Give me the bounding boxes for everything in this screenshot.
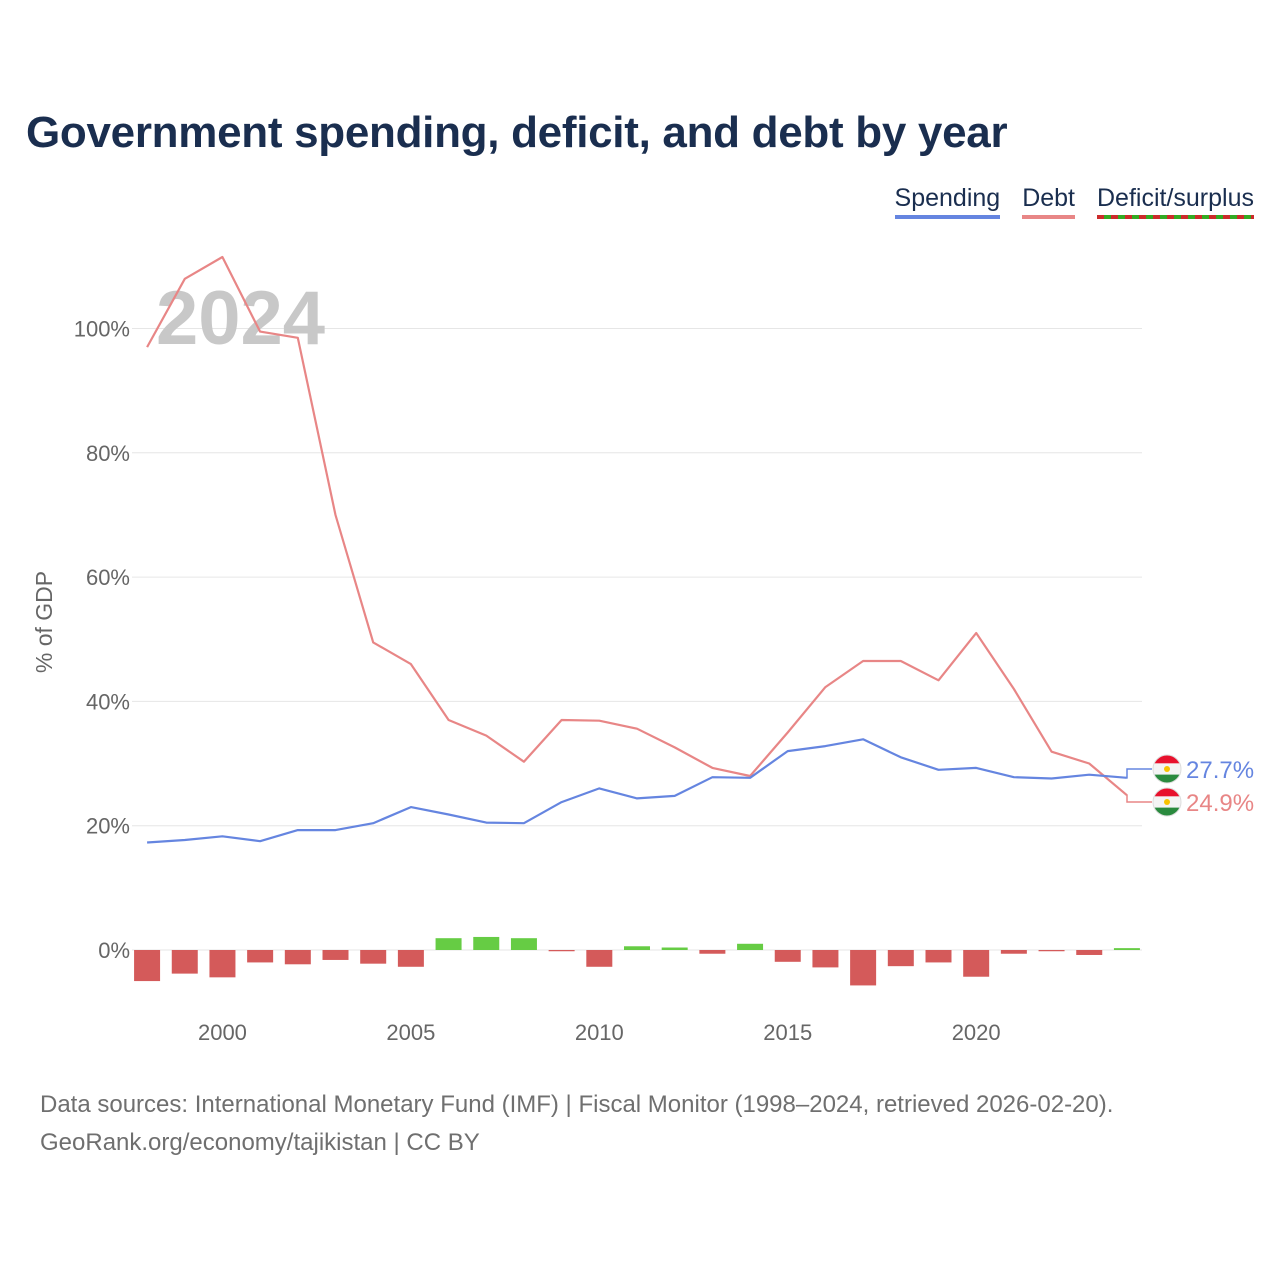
spending-end-value: 27.7% — [1186, 757, 1254, 784]
chart-area: 2024 0% 20% 40% 60% 80% 100% 2000 2005 2010 2015… — [31, 255, 1254, 1045]
deficit-bar-2007[interactable] — [473, 936, 500, 950]
y-tick-label: 40% — [86, 689, 130, 714]
deficit-bar-2002[interactable] — [284, 950, 311, 965]
year-watermark: 2024 — [156, 276, 325, 361]
x-axis-tick-labels: 2000 2005 2010 2015 2020 — [198, 1020, 1001, 1045]
deficit-bar-2019[interactable] — [925, 950, 952, 963]
source-note: Data sources: International Monetary Fun… — [40, 1086, 1113, 1162]
y-tick-label: 60% — [86, 565, 130, 590]
x-tick-label: 2010 — [575, 1020, 624, 1045]
deficit-bar-2004[interactable] — [360, 950, 387, 964]
deficit-bar-2006[interactable] — [435, 938, 462, 950]
x-tick-label: 2005 — [386, 1020, 435, 1045]
deficit-bars — [134, 936, 1140, 986]
deficit-bar-2014[interactable] — [737, 943, 764, 950]
source-line-2[interactable]: GeoRank.org/economy/tajikistan | CC BY — [40, 1129, 480, 1156]
spending-flag-icon — [1152, 754, 1182, 784]
deficit-bar-2008[interactable] — [510, 938, 537, 950]
legend-item-spending[interactable]: Spending — [894, 184, 1001, 219]
deficit-bar-2024[interactable] — [1113, 948, 1140, 950]
deficit-bar-2001[interactable] — [247, 950, 274, 963]
debt-end-value: 24.9% — [1186, 790, 1254, 817]
deficit-bar-2003[interactable] — [322, 950, 349, 960]
deficit-bar-2016[interactable] — [812, 950, 839, 968]
deficit-bar-2023[interactable] — [1076, 950, 1103, 955]
deficit-bar-2020[interactable] — [963, 950, 990, 977]
y-axis-title: % of GDP — [31, 571, 57, 673]
legend-swatch-spending — [894, 215, 1001, 219]
deficit-bar-2011[interactable] — [624, 946, 650, 950]
debt-line[interactable] — [146, 255, 1128, 797]
y-tick-label: 20% — [86, 814, 130, 839]
deficit-bar-2005[interactable] — [397, 950, 424, 967]
deficit-bar-2000[interactable] — [209, 950, 236, 978]
deficit-bar-1998[interactable] — [134, 950, 161, 982]
deficit-bar-1999[interactable] — [171, 950, 198, 974]
deficit-bar-2010[interactable] — [586, 950, 613, 967]
legend-item-deficit[interactable]: Deficit/surplus — [1097, 184, 1254, 219]
y-axis-tick-labels: 0% 20% 40% 60% 80% 100% — [74, 317, 130, 964]
source-line-1: Data sources: International Monetary Fun… — [40, 1091, 1114, 1118]
deficit-bar-2009[interactable] — [548, 950, 575, 952]
end-labels: 27.7% 24.9% — [1126, 754, 1254, 817]
legend-label-spending: Spending — [894, 184, 1001, 212]
y-tick-label: 80% — [86, 441, 130, 466]
x-tick-label: 2020 — [952, 1020, 1001, 1045]
deficit-bar-2012[interactable] — [661, 947, 688, 950]
x-tick-label: 2015 — [763, 1020, 812, 1045]
deficit-bar-2015[interactable] — [774, 950, 801, 962]
chart-title: Government spending, deficit, and debt b… — [26, 108, 1008, 157]
deficit-bar-2021[interactable] — [1000, 950, 1027, 954]
legend-swatch-deficit — [1097, 215, 1254, 219]
deficit-bar-2013[interactable] — [699, 950, 726, 954]
x-tick-label: 2000 — [198, 1020, 247, 1045]
legend: Spending Debt Deficit/surplus — [894, 184, 1254, 219]
grid-lines — [132, 328, 1142, 951]
spending-end-connector — [1126, 768, 1152, 779]
legend-swatch-debt — [1022, 215, 1075, 219]
y-tick-label: 100% — [74, 317, 130, 342]
legend-item-debt[interactable]: Debt — [1022, 184, 1075, 219]
debt-end-connector — [1126, 794, 1152, 803]
debt-flag-icon — [1152, 787, 1182, 817]
spending-line[interactable] — [147, 738, 1127, 844]
legend-label-deficit: Deficit/surplus — [1097, 184, 1254, 212]
deficit-bar-2018[interactable] — [887, 950, 914, 967]
deficit-bar-2022[interactable] — [1038, 950, 1065, 952]
series-lines — [146, 255, 1128, 844]
legend-label-debt: Debt — [1022, 184, 1075, 212]
deficit-bar-2017[interactable] — [850, 950, 877, 986]
y-tick-label: 0% — [98, 938, 130, 963]
